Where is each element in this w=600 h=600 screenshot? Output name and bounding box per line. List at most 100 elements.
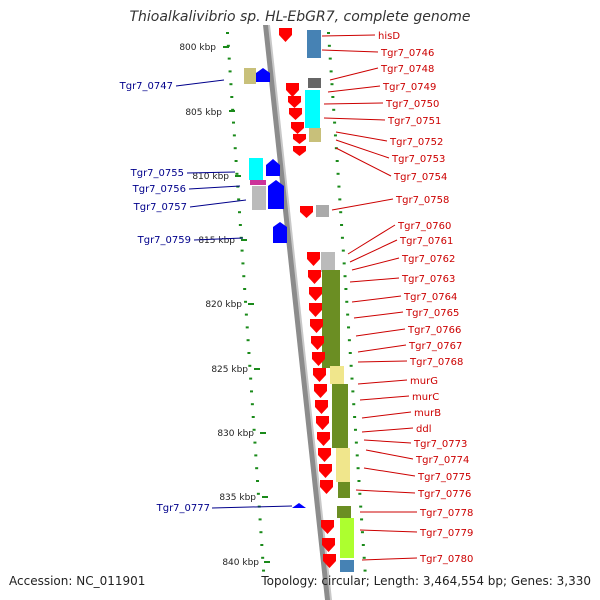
forward-gene-arrow	[317, 432, 330, 446]
gene-label-right: Tgr7_0758	[395, 195, 449, 206]
leader-line	[189, 199, 247, 208]
gene-label-right: Tgr7_0768	[409, 357, 463, 368]
gene-label-right: Tgr7_0775	[417, 472, 471, 483]
gene-label-right: Tgr7_0774	[415, 455, 469, 466]
leader-line	[357, 379, 408, 385]
forward-gene-arrow	[320, 480, 333, 494]
leader-line	[175, 79, 225, 87]
scale-labels: 800 kbp 805 kbp 810 kbp 815 kbp 820 kbp …	[179, 43, 259, 568]
kbp-label: 805 kbp	[185, 108, 222, 118]
accession-label: Accession: NC_011901	[9, 574, 146, 588]
gene-label-left: Tgr7_0777	[156, 503, 210, 514]
forward-gene-arrow	[308, 270, 321, 284]
forward-gene-arrow	[309, 303, 322, 317]
forward-gene-arrow	[314, 384, 327, 398]
gene-label-left: Tgr7_0747	[119, 81, 173, 92]
leader-line	[361, 411, 412, 419]
leader-line	[357, 360, 408, 363]
forward-gene-arrow	[318, 448, 331, 462]
gene-label-right: Tgr7_0760	[397, 221, 451, 232]
genome-backbone-highlight	[268, 25, 332, 600]
gene-label-right: Tgr7_0753	[391, 154, 445, 165]
gene-label-right: Tgr7_0762	[401, 254, 455, 265]
reverse-genes	[256, 68, 306, 508]
leader-line	[351, 295, 402, 303]
gene-label-right: murC	[412, 392, 439, 403]
gene-label-right: Tgr7_0751	[387, 116, 441, 127]
gene-label-right: Tgr7_0761	[399, 236, 453, 247]
leader-line	[349, 277, 400, 283]
forward-gene-arrow	[311, 336, 324, 350]
forward-gene-arrow	[323, 554, 336, 568]
kbp-label: 830 kbp	[217, 429, 254, 439]
gene-label-right: Tgr7_0763	[401, 274, 455, 285]
forward-gene-arrow	[307, 252, 320, 266]
leader-line	[347, 224, 396, 255]
gene-label-right: Tgr7_0749	[382, 82, 436, 93]
kbp-label: 815 kbp	[198, 236, 235, 246]
leader-line	[193, 237, 244, 241]
forward-gene-arrow	[316, 416, 329, 430]
leader-line	[188, 185, 241, 190]
kbp-label: 825 kbp	[211, 365, 248, 375]
forward-gene-labels: hisD Tgr7_0746 Tgr7_0748 Tgr7_0749 Tgr7_0750…	[378, 31, 473, 565]
leader-line	[359, 395, 410, 401]
map-title: Thioalkalivibrio sp. HL-EbGR7, complete …	[129, 9, 471, 25]
forward-gene-arrow	[279, 28, 292, 42]
gene-label-left: Tgr7_0759	[137, 235, 191, 246]
leader-line	[323, 102, 384, 105]
kbp-label: 820 kbp	[205, 300, 242, 310]
forward-gene-arrow	[310, 319, 323, 333]
gene-label-right: Tgr7_0748	[380, 64, 434, 75]
kbp-label: 810 kbp	[192, 172, 229, 182]
leader-line	[361, 427, 414, 433]
leader-line	[331, 198, 394, 211]
gene-label-right: Tgr7_0746	[380, 48, 434, 59]
forward-gene-arrow	[293, 146, 306, 156]
forward-gene-arrow	[309, 287, 322, 301]
leader-line	[349, 239, 398, 263]
forward-gene-arrow	[319, 464, 332, 478]
kbp-ticks	[223, 46, 270, 563]
leader-line	[363, 467, 416, 477]
leader-line	[357, 344, 407, 353]
gene-label-right: Tgr7_0750	[385, 99, 439, 110]
forward-gene-arrow	[300, 206, 313, 218]
leader-line	[361, 557, 418, 561]
gene-label-left: Tgr7_0755	[130, 168, 184, 179]
kbp-label: 800 kbp	[179, 43, 216, 53]
leader-line	[327, 85, 381, 93]
gene-label-right: murB	[414, 408, 441, 419]
gene-label-right: Tgr7_0766	[407, 325, 461, 336]
gene-label-right: murG	[410, 376, 438, 387]
leader-line	[351, 257, 400, 271]
gene-label-left: Tgr7_0757	[133, 202, 187, 213]
forward-gene-arrow	[322, 538, 335, 552]
leader-line	[353, 311, 404, 319]
leader-line	[355, 328, 406, 337]
leader-line	[321, 34, 376, 37]
forward-gene-arrow	[291, 122, 304, 134]
leader-line	[335, 131, 388, 142]
gene-label-right: Tgr7_0752	[389, 137, 443, 148]
gene-label-right: Tgr7_0767	[408, 341, 462, 352]
forward-gene-arrow	[286, 83, 299, 97]
leader-line	[335, 139, 390, 159]
gene-label-right: Tgr7_0779	[419, 528, 473, 539]
forward-gene-arrow	[288, 96, 301, 108]
leader-line	[359, 529, 418, 533]
forward-gene-arrow	[315, 400, 328, 414]
leader-line	[323, 117, 386, 121]
forward-gene-arrow	[321, 520, 334, 534]
leader-line	[355, 489, 416, 494]
leader-line	[329, 67, 379, 81]
gene-label-right: Tgr7_0776	[417, 489, 471, 500]
gene-label-right: Tgr7_0780	[419, 554, 473, 565]
gene-label-right: ddl	[416, 424, 431, 435]
gene-label-right: Tgr7_0773	[413, 439, 467, 450]
forward-gene-arrow	[289, 108, 302, 120]
topology-label: Topology: circular; Length: 3,464,554 bp…	[261, 574, 591, 588]
leader-line	[365, 449, 414, 460]
kbp-label: 840 kbp	[222, 558, 259, 568]
